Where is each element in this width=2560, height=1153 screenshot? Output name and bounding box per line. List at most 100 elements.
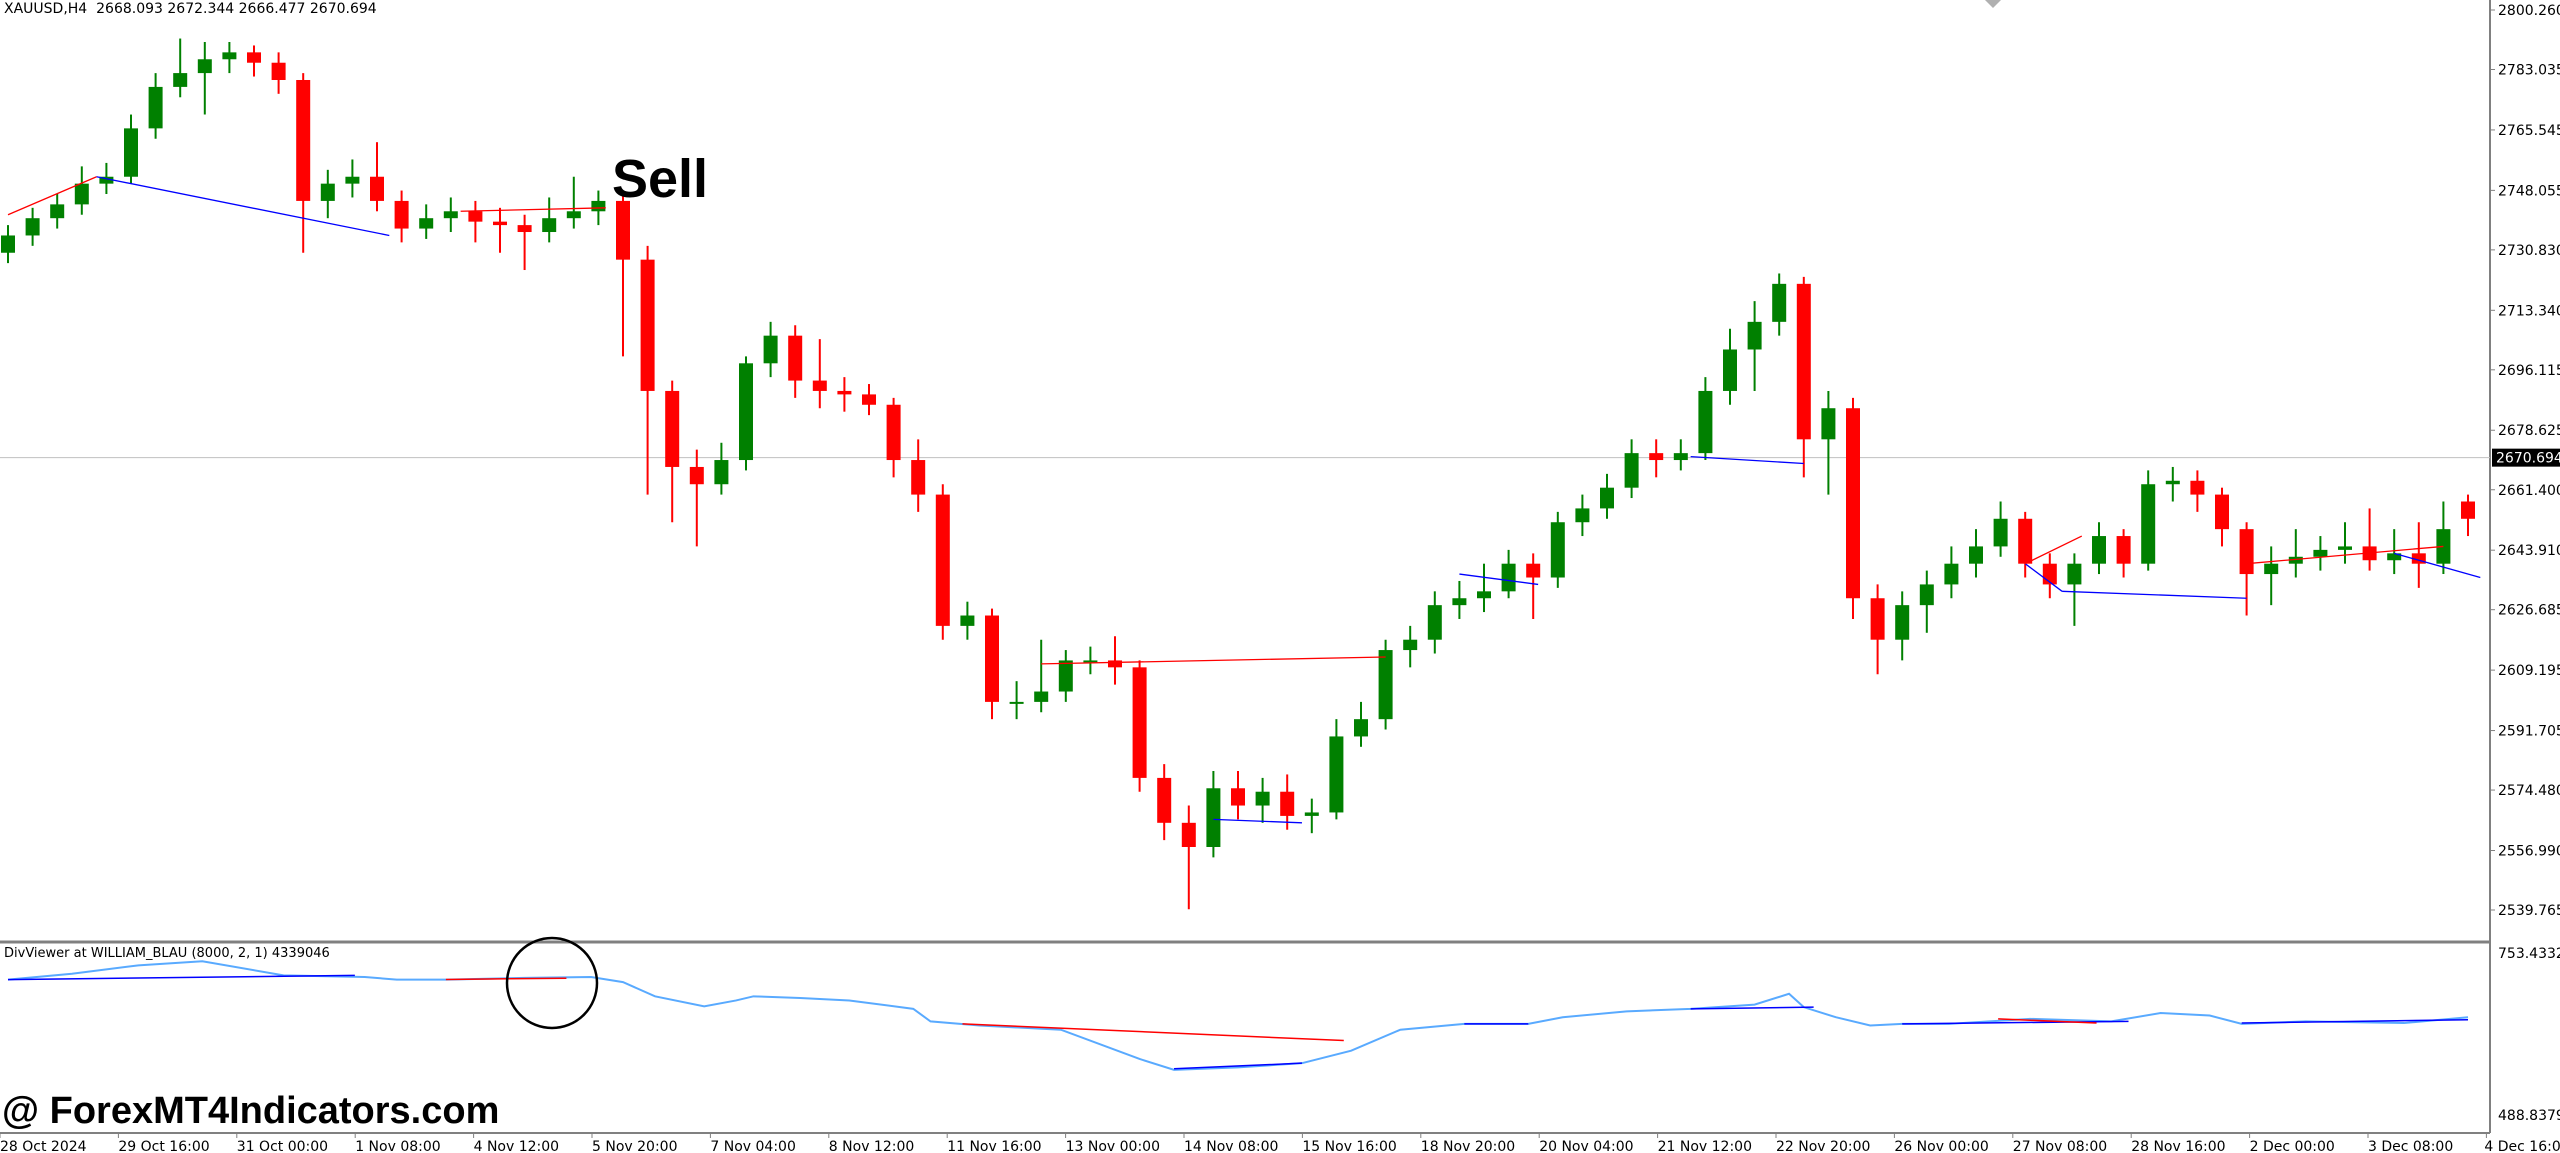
bear-candle bbox=[1526, 563, 1541, 578]
bull-candle bbox=[419, 218, 434, 229]
bull-candle bbox=[1403, 639, 1418, 651]
bull-candle bbox=[2288, 556, 2303, 564]
indicator-y-tick-label: 488.8379 bbox=[2498, 1108, 2560, 1124]
bull-candle bbox=[542, 218, 557, 233]
indicator-bullish-divergence-line bbox=[1174, 1062, 1302, 1070]
bull-candle bbox=[1501, 563, 1516, 592]
bear-candle bbox=[985, 615, 999, 702]
x-tick-label: 20 Nov 04:00 bbox=[1539, 1139, 1633, 1153]
bear-candle bbox=[1231, 788, 1245, 806]
x-tick-label: 4 Nov 12:00 bbox=[474, 1139, 559, 1153]
bull-candle bbox=[1304, 812, 1319, 816]
bull-candle bbox=[1452, 598, 1467, 606]
indicator-bullish-divergence-line bbox=[1902, 1020, 2129, 1025]
bull-candle bbox=[1575, 508, 1590, 523]
ohlc-readout: 2668.093 2672.344 2666.477 2670.694 bbox=[96, 1, 377, 17]
bear-candle bbox=[812, 380, 827, 391]
bull-candle bbox=[197, 59, 212, 74]
bear-candle bbox=[2239, 529, 2254, 575]
bearish-divergence-line bbox=[1041, 656, 1386, 665]
indicator-line bbox=[7, 960, 2469, 1071]
watermark: @ ForexMT4Indicators.com bbox=[2, 1090, 500, 1132]
bull-candle bbox=[960, 615, 975, 626]
y-tick-label: 2539.765 bbox=[2498, 903, 2560, 919]
bear-candle bbox=[886, 404, 901, 461]
shift-marker-icon bbox=[1985, 0, 2001, 8]
bear-candle bbox=[1846, 408, 1860, 599]
bear-candle bbox=[862, 394, 876, 405]
bull-candle bbox=[714, 460, 729, 485]
y-tick-label: 2765.545 bbox=[2498, 123, 2560, 139]
indicator-bullish-divergence-line bbox=[2241, 1018, 2469, 1024]
bull-candle bbox=[739, 363, 753, 461]
bull-candle bbox=[2067, 563, 2082, 585]
bear-candle bbox=[271, 62, 286, 80]
x-tick-label: 13 Nov 00:00 bbox=[1066, 1139, 1160, 1153]
bear-candle bbox=[665, 390, 680, 467]
bull-candle bbox=[1477, 591, 1491, 599]
bull-candle bbox=[222, 52, 237, 60]
y-tick-label: 2696.115 bbox=[2498, 363, 2560, 379]
bear-candle bbox=[1870, 598, 1885, 640]
bear-candle bbox=[1649, 453, 1664, 461]
bearish-divergence-line bbox=[2024, 535, 2083, 565]
bull-candle bbox=[1747, 321, 1762, 350]
bull-candle bbox=[1944, 563, 1959, 585]
bull-candle bbox=[173, 73, 188, 87]
x-tick-label: 15 Nov 16:00 bbox=[1302, 1139, 1396, 1153]
bull-candle bbox=[1550, 522, 1565, 578]
bear-candle bbox=[2411, 553, 2426, 564]
bull-candle bbox=[1427, 605, 1442, 640]
bullish-divergence-line bbox=[1213, 818, 1302, 824]
bear-candle bbox=[296, 79, 311, 201]
bear-candle bbox=[1181, 822, 1196, 847]
bear-candle bbox=[2215, 494, 2229, 530]
bear-candle bbox=[468, 211, 483, 222]
bullish-divergence-line bbox=[2394, 552, 2481, 579]
bullish-divergence-line bbox=[2062, 590, 2247, 599]
x-tick-label: 2 Dec 00:00 bbox=[2250, 1139, 2335, 1153]
x-tick-label: 4 Dec 16:00 bbox=[2484, 1139, 2560, 1153]
bull-candle bbox=[1624, 453, 1639, 488]
y-tick-label: 2609.195 bbox=[2498, 663, 2560, 679]
current-price-badge bbox=[2492, 448, 2560, 467]
y-tick-label: 2678.625 bbox=[2498, 423, 2560, 439]
bull-candle bbox=[1009, 701, 1024, 704]
y-tick-label: 2556.990 bbox=[2498, 843, 2560, 859]
x-tick-label: 14 Nov 08:00 bbox=[1184, 1139, 1278, 1153]
bull-candle bbox=[1206, 788, 1221, 847]
bull-candle bbox=[1378, 650, 1393, 720]
bull-candle bbox=[591, 200, 606, 212]
bull-candle bbox=[1083, 660, 1098, 663]
bull-candle bbox=[443, 211, 458, 219]
bull-candle bbox=[2338, 546, 2352, 550]
x-tick-label: 18 Nov 20:00 bbox=[1421, 1139, 1515, 1153]
indicator-bearish-divergence-line bbox=[1998, 1018, 2097, 1024]
bull-candle bbox=[763, 335, 778, 364]
bull-candle bbox=[345, 176, 360, 184]
x-tick-label: 1 Nov 08:00 bbox=[355, 1139, 440, 1153]
x-tick-label: 28 Nov 16:00 bbox=[2131, 1139, 2225, 1153]
y-tick-label: 2713.340 bbox=[2498, 303, 2560, 319]
bearish-divergence-line bbox=[460, 207, 606, 212]
bull-candle bbox=[2313, 549, 2328, 557]
x-tick-label: 11 Nov 16:00 bbox=[947, 1139, 1041, 1153]
x-tick-label: 26 Nov 00:00 bbox=[1894, 1139, 1988, 1153]
bear-candle bbox=[616, 200, 630, 260]
bull-candle bbox=[2165, 480, 2180, 485]
bull-candle bbox=[124, 128, 138, 177]
bull-candle bbox=[2387, 553, 2402, 561]
bull-candle bbox=[25, 218, 40, 236]
y-tick-label: 2591.705 bbox=[2498, 724, 2560, 740]
y-tick-label: 2643.910 bbox=[2498, 543, 2560, 559]
bull-candle bbox=[148, 86, 163, 129]
x-tick-label: 7 Nov 04:00 bbox=[710, 1139, 795, 1153]
bull-candle bbox=[99, 176, 114, 184]
bear-candle bbox=[394, 200, 409, 229]
bear-candle bbox=[837, 390, 852, 395]
indicator-label: DivViewer at WILLIAM_BLAU (8000, 2, 1) 4… bbox=[4, 946, 330, 961]
indicator-bearish-divergence-line bbox=[962, 1023, 1344, 1042]
bull-candle bbox=[1821, 408, 1836, 440]
indicator-bullish-divergence-line bbox=[7, 974, 355, 981]
